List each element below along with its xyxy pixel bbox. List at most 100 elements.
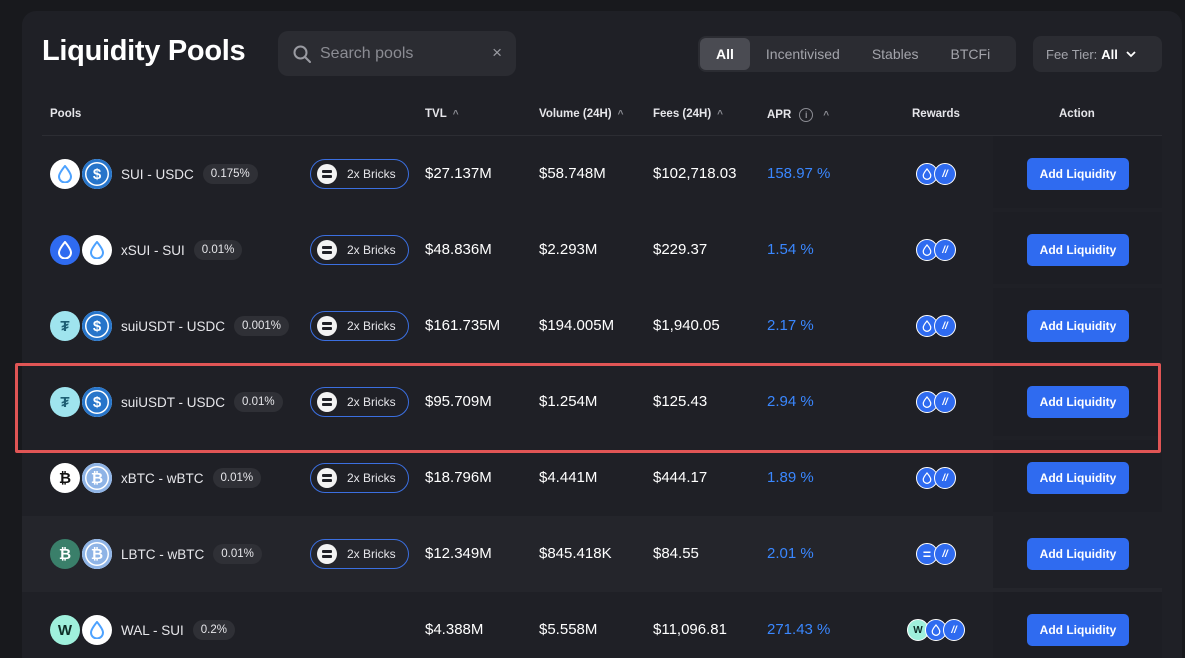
col-header-rewards: Rewards — [912, 108, 960, 120]
fees-value: $84.55 — [653, 545, 699, 562]
col-header-tvl[interactable]: TVL ^ — [425, 108, 459, 120]
add-liquidity-button[interactable]: Add Liquidity — [1027, 614, 1129, 646]
fee-tier-badge: 0.01% — [234, 392, 283, 412]
apr-value[interactable]: 2.01 % — [767, 545, 814, 562]
tab-btcfi[interactable]: BTCFi — [950, 46, 991, 62]
col-header-apr[interactable]: APR i ^ — [767, 108, 830, 122]
apr-value[interactable]: 1.89 % — [767, 469, 814, 486]
pool-name: WAL - SUI — [121, 622, 184, 638]
bricks-badge[interactable]: 2x Bricks — [310, 311, 409, 341]
table-row: ₮ $ suiUSDT - USDC 0.01% 2x Bricks $95.709M $1… — [22, 364, 1162, 440]
bricks-badge[interactable]: 2x Bricks — [310, 463, 409, 493]
pool-pair: ₮ $ suiUSDT - USDC 0.001% — [50, 310, 290, 342]
add-liquidity-button[interactable]: Add Liquidity — [1027, 538, 1129, 570]
bricks-icon — [317, 544, 337, 564]
clear-search-icon[interactable]: × — [492, 43, 502, 62]
bricks-badge[interactable]: 2x Bricks — [310, 235, 409, 265]
col-header-fees[interactable]: Fees (24H) ^ — [653, 108, 724, 120]
rewards-icons[interactable]: // — [916, 315, 956, 337]
bricks-label: 2x Bricks — [347, 319, 396, 333]
table-row: ₿ ₿ xBTC - wBTC 0.01% 2x Bricks $18.796M $4.44… — [22, 440, 1162, 516]
fees-value: $229.37 — [653, 241, 708, 258]
apr-value[interactable]: 1.54 % — [767, 241, 814, 258]
add-liquidity-button[interactable]: Add Liquidity — [1027, 234, 1129, 266]
bricks-icon — [317, 240, 337, 260]
bricks-icon — [317, 468, 337, 488]
apr-value[interactable]: 271.43 % — [767, 621, 831, 638]
tab-all[interactable]: All — [700, 38, 750, 70]
header-divider — [42, 135, 1162, 136]
info-icon[interactable]: i — [799, 108, 814, 122]
tvl-value: $18.796M — [425, 469, 492, 486]
tab-stables[interactable]: Stables — [871, 46, 919, 62]
col-header-pools: Pools — [50, 108, 82, 120]
bricks-label: 2x Bricks — [347, 547, 396, 561]
rewards-icons[interactable]: =// — [916, 543, 956, 565]
volume-value: $58.748M — [539, 165, 606, 182]
bricks-badge[interactable]: 2x Bricks — [310, 539, 409, 569]
pool-filter-tabs: All Incentivised Stables BTCFi — [698, 36, 1016, 72]
rewards-icons[interactable]: // — [916, 467, 956, 489]
pool-name: xSUI - SUI — [121, 242, 185, 258]
add-liquidity-button[interactable]: Add Liquidity — [1027, 310, 1129, 342]
pool-pair: W WAL - SUI 0.2% — [50, 614, 235, 646]
fee-tier-badge: 0.001% — [234, 316, 290, 336]
volume-value: $5.558M — [539, 621, 598, 638]
tvl-value: $95.709M — [425, 393, 492, 410]
bricks-badge[interactable]: 2x Bricks — [310, 387, 409, 417]
table-row: xSUI - SUI 0.01% 2x Bricks $48.836M $2.293M $… — [22, 212, 1162, 288]
pool-pair: ₿ ₿ xBTC - wBTC 0.01% — [50, 462, 262, 494]
add-liquidity-button[interactable]: Add Liquidity — [1027, 386, 1129, 418]
tab-incentivised[interactable]: Incentivised — [765, 46, 840, 62]
usdc-icon: $ — [82, 311, 112, 341]
fee-tier-label: Fee Tier: — [1046, 46, 1098, 62]
table-row: $ SUI - USDC 0.175% 2x Bricks $27.137M $58.74… — [22, 136, 1162, 212]
pool-name: suiUSDT - USDC — [121, 394, 226, 410]
col-header-volume[interactable]: Volume (24H) ^ — [539, 108, 624, 120]
table-row: ₮ $ suiUSDT - USDC 0.001% 2x Bricks $161.735M… — [22, 288, 1162, 364]
fee-tier-dropdown[interactable]: Fee Tier: All — [1033, 36, 1162, 72]
fees-value: $444.17 — [653, 469, 708, 486]
tvl-value: $27.137M — [425, 165, 492, 182]
pool-pair: $ SUI - USDC 0.175% — [50, 158, 258, 190]
search-box[interactable]: × — [278, 31, 516, 76]
deep-reward-icon: // — [934, 239, 956, 261]
apr-value[interactable]: 2.17 % — [767, 317, 814, 334]
fee-tier-badge: 0.01% — [213, 544, 262, 564]
volume-value: $1.254M — [539, 393, 598, 410]
fee-tier-value: All — [1101, 46, 1118, 62]
search-input[interactable] — [320, 39, 480, 68]
fee-tier-badge: 0.2% — [192, 620, 235, 640]
sui-drop-icon — [50, 159, 80, 189]
bricks-badge[interactable]: 2x Bricks — [310, 159, 409, 189]
bricks-icon — [317, 392, 337, 412]
tether-icon: ₮ — [50, 311, 80, 341]
bricks-label: 2x Bricks — [347, 471, 396, 485]
add-liquidity-button[interactable]: Add Liquidity — [1027, 462, 1129, 494]
pool-pair: ₮ $ suiUSDT - USDC 0.01% — [50, 386, 283, 418]
pool-pair: xSUI - SUI 0.01% — [50, 234, 243, 266]
rewards-icons[interactable]: // — [916, 391, 956, 413]
bricks-label: 2x Bricks — [347, 167, 396, 181]
rewards-icons[interactable]: // — [916, 239, 956, 261]
fee-tier-badge: 0.01% — [193, 240, 243, 260]
usdc-icon: $ — [82, 387, 112, 417]
wbtc-icon: ₿ — [82, 463, 112, 493]
apr-value[interactable]: 158.97 % — [767, 165, 831, 182]
deep-reward-icon: // — [934, 315, 956, 337]
deep-reward-icon: // — [934, 467, 956, 489]
add-liquidity-button[interactable]: Add Liquidity — [1027, 158, 1129, 190]
volume-value: $4.441M — [539, 469, 598, 486]
pool-name: xBTC - wBTC — [121, 470, 204, 486]
bricks-label: 2x Bricks — [347, 395, 396, 409]
apr-value[interactable]: 2.94 % — [767, 393, 814, 410]
wal-icon: W — [50, 615, 80, 645]
rewards-icons[interactable]: W// — [907, 619, 965, 641]
page-title: Liquidity Pools — [42, 35, 246, 67]
table-row: ₿ ₿ LBTC - wBTC 0.01% 2x Bricks $12.349M $845.… — [22, 516, 1162, 592]
sort-icon: ^ — [717, 108, 724, 120]
table-row: W WAL - SUI 0.2% $4.388M $5.558M $11,096.81 27… — [22, 592, 1162, 658]
rewards-icons[interactable]: // — [916, 163, 956, 185]
volume-value: $845.418K — [539, 545, 612, 562]
sui-drop-icon — [82, 235, 112, 265]
